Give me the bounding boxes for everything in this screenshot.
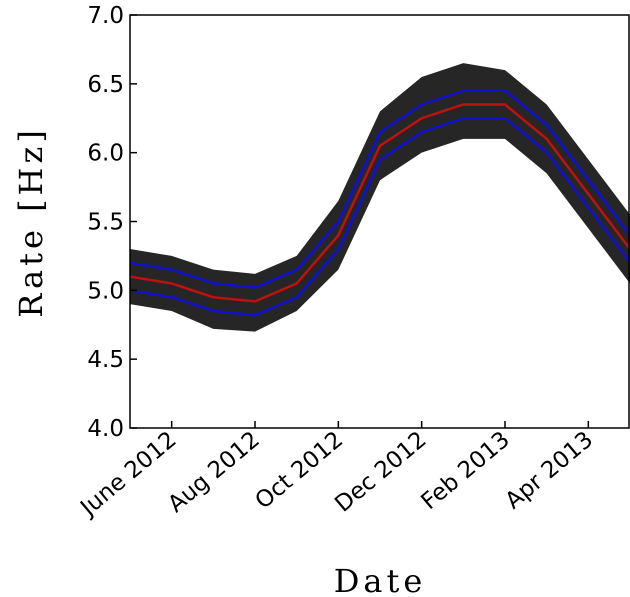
- x-tick-label: Dec 2012: [330, 427, 431, 518]
- y-tick-label: 5.0: [87, 278, 124, 304]
- scatter-cloud: [130, 63, 630, 332]
- x-tick-label: Feb 2013: [417, 427, 515, 515]
- y-tick-label: 4.5: [87, 347, 124, 373]
- plot-area: [130, 63, 630, 332]
- series-line: [130, 89, 630, 289]
- axes-frame: [129, 14, 630, 429]
- series-line: [130, 117, 630, 317]
- y-tick-label: 5.5: [87, 210, 124, 236]
- y-tick-label: 6.5: [87, 72, 124, 98]
- series-line: [130, 103, 630, 303]
- x-tick-label: Aug 2012: [163, 427, 265, 518]
- x-axis-title: Date: [334, 562, 427, 597]
- x-tick-label: Apr 2013: [501, 427, 599, 515]
- y-axis-title: Rate [Hz]: [12, 126, 50, 318]
- y-tick-label: 4.0: [87, 416, 124, 442]
- y-tick-label: 7.0: [87, 3, 124, 29]
- y-tick-label: 6.0: [87, 141, 124, 167]
